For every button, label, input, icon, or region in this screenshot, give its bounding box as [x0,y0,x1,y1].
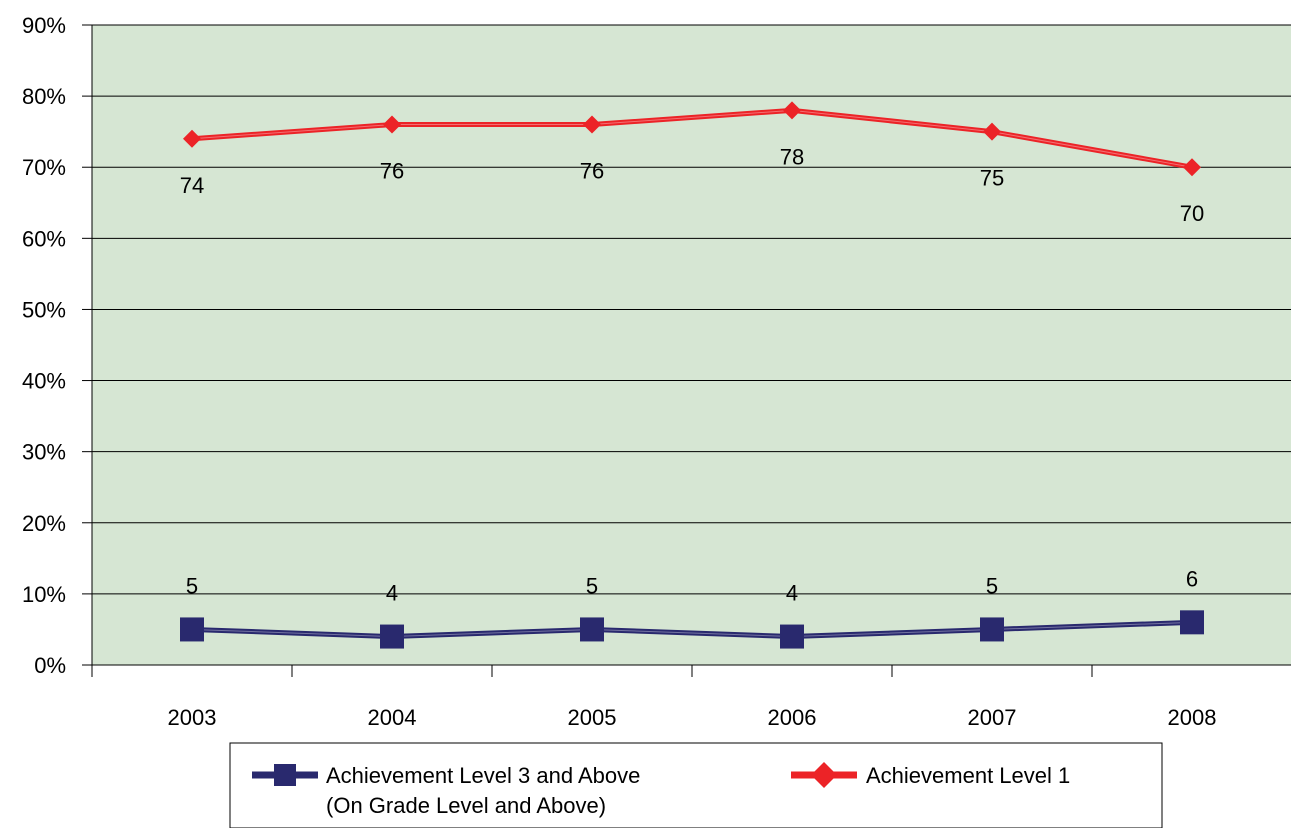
data-point-square [1180,610,1204,635]
y-tick-label: 0% [34,653,66,678]
series-markers [180,101,1204,649]
plot-area [92,25,1291,665]
legend-label-level3-line2: (On Grade Level and Above) [326,793,606,818]
legend-marker-level3 [274,764,296,786]
data-point-diamond [183,129,201,148]
legend-label-level1: Achievement Level 1 [866,763,1070,788]
x-tick-label: 2005 [568,705,617,730]
y-tick-label: 80% [22,84,66,109]
data-label: 4 [786,581,798,606]
legend-box [229,742,1163,828]
data-label: 75 [980,166,1004,191]
y-tick-label: 40% [22,369,66,394]
legend: Achievement Level 3 and Above (On Grade … [229,742,1163,828]
legend-item-level1: Achievement Level 1 [791,762,1070,788]
data-label: 6 [1186,566,1198,591]
series-line-highlight [191,109,1193,168]
y-tick-label: 20% [22,511,66,536]
data-label: 4 [386,581,398,606]
legend-label-level3: Achievement Level 3 and Above [326,763,640,788]
series-line-highlight [191,621,1193,638]
data-point-square [580,617,604,642]
data-point-square [180,617,204,642]
data-labels: 5 4 5 4 5 6 74 76 76 78 75 70 [180,144,1204,605]
data-label: 74 [180,173,204,198]
y-tick-label: 10% [22,582,66,607]
data-point-square [780,624,804,649]
y-axis-tick-labels: 0% 10% 20% 30% 40% 50% 60% 70% 80% 90% [22,13,66,678]
y-tick-label: 30% [22,440,66,465]
y-tick-label: 60% [22,226,66,251]
x-tick-label: 2008 [1168,705,1217,730]
series-lines [191,107,1193,640]
y-tick-label: 70% [22,155,66,180]
legend-item-level3: Achievement Level 3 and Above (On Grade … [252,763,640,818]
data-label: 5 [586,573,598,598]
x-tick-label: 2007 [968,705,1017,730]
x-tick-label: 2006 [768,705,817,730]
x-tick-label: 2003 [168,705,217,730]
gridlines [92,24,1291,595]
data-point-diamond [783,101,801,120]
legend-marker-level1 [811,762,837,788]
data-label: 76 [580,159,604,184]
data-point-square [980,617,1004,642]
data-label: 5 [186,573,198,598]
x-axis-tick-labels: 2003 2004 2005 2006 2007 2008 [168,705,1217,730]
x-tick-label: 2004 [368,705,417,730]
data-label: 76 [380,159,404,184]
axes [82,24,1291,677]
data-label: 5 [986,573,998,598]
data-point-diamond [583,115,601,134]
data-point-diamond [1183,158,1201,177]
y-tick-label: 50% [22,297,66,322]
data-point-square [380,624,404,649]
data-point-diamond [983,122,1001,141]
series-line-level3 [191,619,1193,640]
series-line-level1 [191,107,1193,170]
data-label: 78 [780,144,804,169]
data-point-diamond [383,115,401,134]
y-tick-label: 90% [22,13,66,38]
data-label: 70 [1180,201,1204,226]
